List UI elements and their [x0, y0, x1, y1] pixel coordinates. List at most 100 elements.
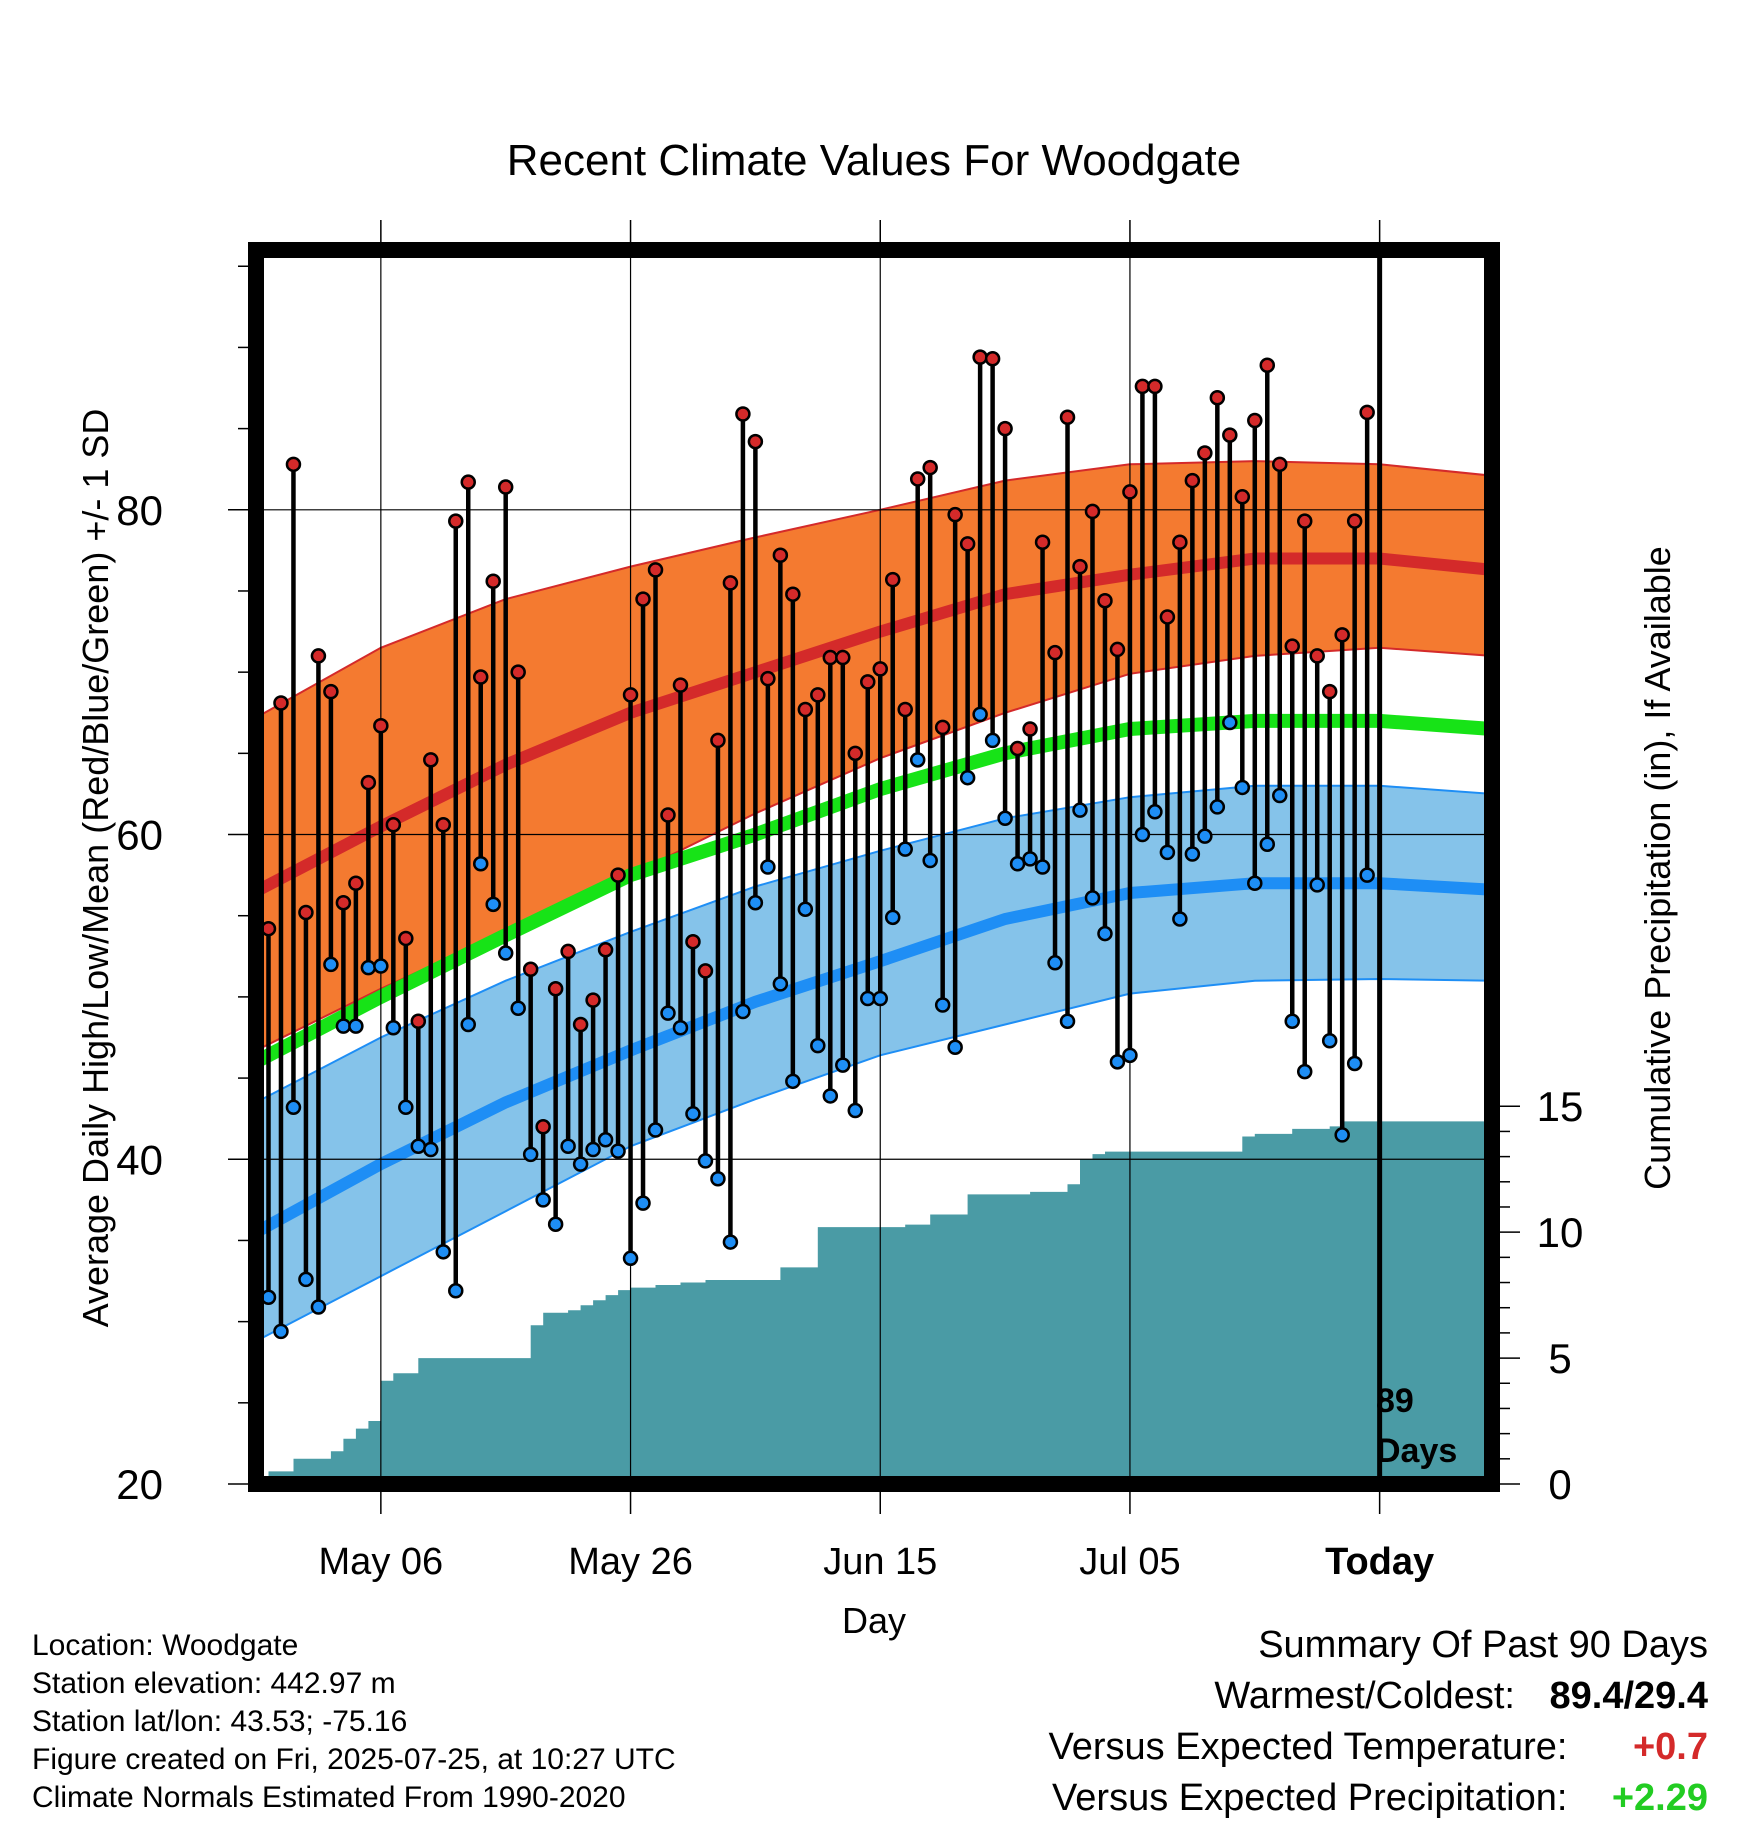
- temp-departure-row: Versus Expected Temperature: +0.7: [1049, 1722, 1708, 1773]
- today-days-unit: Days: [1376, 1432, 1457, 1470]
- daily-low-point: [323, 956, 339, 973]
- created-text: Figure created on Fri, 2025-07-25, at 10…: [32, 1743, 676, 1776]
- daily-low-point: [1047, 955, 1063, 971]
- daily-low-point: [934, 997, 951, 1013]
- daily-high-point: [860, 674, 876, 690]
- daily-low-point: [747, 894, 764, 911]
- daily-high-point: [572, 1016, 589, 1033]
- summary-panel: Summary Of Past 90 Days Warmest/Coldest:…: [1049, 1620, 1708, 1824]
- daily-high-point: [1122, 484, 1138, 500]
- x-tick-label: Jul 05: [1079, 1541, 1180, 1583]
- temp-departure-value: +0.7: [1632, 1726, 1708, 1768]
- daily-high-point: [373, 717, 389, 734]
- daily-high-point: [385, 817, 402, 833]
- x-tick-label: Jun 15: [823, 1541, 937, 1583]
- temp-departure-label: Versus Expected Temperature:: [1048, 1726, 1568, 1768]
- daily-low-point: [909, 752, 926, 768]
- daily-low-point: [1172, 911, 1188, 927]
- daily-high-point: [972, 349, 988, 365]
- daily-low-point: [1059, 1013, 1076, 1029]
- daily-low-point: [273, 1323, 289, 1340]
- daily-high-point: [722, 575, 739, 591]
- daily-low-point: [1296, 1063, 1313, 1080]
- daily-high-point: [423, 752, 439, 768]
- daily-low-point: [522, 1146, 539, 1163]
- daily-high-point: [1009, 740, 1026, 757]
- daily-low-point: [984, 732, 1001, 749]
- daily-low-point: [635, 1195, 651, 1211]
- daily-high-point: [884, 571, 901, 588]
- daily-low-point: [735, 1003, 751, 1020]
- daily-high-point: [285, 456, 302, 473]
- daily-high-point: [610, 867, 626, 883]
- plot-frame: [248, 242, 1500, 1492]
- daily-low-point: [423, 1141, 439, 1158]
- daily-high-point: [547, 981, 564, 997]
- daily-high-point: [1022, 721, 1038, 737]
- station-info: Location: Woodgate Station elevation: 44…: [32, 1627, 676, 1817]
- daily-low-point: [310, 1299, 327, 1315]
- y2-tick-label: 5: [1548, 1335, 1571, 1382]
- daily-low-point: [722, 1234, 739, 1250]
- warmest-coldest-row: Warmest/Coldest: 89.4/29.4: [1049, 1671, 1708, 1722]
- daily-high-point: [622, 687, 639, 703]
- daily-low-point: [947, 1039, 963, 1055]
- daily-low-point: [1321, 1032, 1338, 1049]
- daily-low-point: [997, 810, 1013, 827]
- daily-low-point: [1309, 877, 1325, 893]
- daily-low-point: [510, 1000, 526, 1017]
- y-tick-label: 20: [116, 1461, 163, 1508]
- daily-high-point: [535, 1119, 551, 1135]
- daily-high-point: [934, 719, 951, 736]
- daily-low-point: [1159, 844, 1176, 861]
- daily-low-point: [1009, 856, 1026, 872]
- precip-departure-row: Versus Expected Precipitation: +2.29: [1049, 1773, 1708, 1824]
- daily-low-point: [1184, 846, 1201, 862]
- x-tick-label: May 26: [568, 1541, 693, 1583]
- daily-low-point: [1247, 875, 1263, 891]
- daily-high-point: [997, 420, 1013, 437]
- daily-low-point: [610, 1143, 626, 1159]
- daily-low-point: [398, 1099, 414, 1116]
- daily-high-point: [273, 695, 289, 711]
- y-axis-label: Average Daily High/Low/Mean (Red/Blue/Gr…: [75, 409, 116, 1328]
- daily-high-point: [772, 547, 789, 564]
- daily-low-point: [872, 990, 888, 1007]
- y-tick-label: 40: [116, 1136, 163, 1183]
- daily-high-point: [597, 942, 614, 958]
- daily-high-point: [585, 992, 601, 1008]
- daily-low-point: [1109, 1054, 1126, 1070]
- daily-high-point: [635, 591, 651, 607]
- daily-high-point: [1047, 644, 1063, 661]
- daily-high-point: [1084, 503, 1101, 520]
- daily-high-point: [398, 930, 414, 947]
- daily-high-point: [897, 701, 913, 718]
- daily-high-point: [472, 669, 489, 685]
- daily-low-point: [822, 1088, 839, 1104]
- daily-low-point: [597, 1132, 614, 1148]
- daily-low-point: [410, 1138, 427, 1155]
- daily-low-point: [697, 1153, 714, 1169]
- daily-high-point: [760, 670, 776, 687]
- x-axis-label: Day: [842, 1600, 906, 1641]
- daily-high-point: [335, 894, 352, 911]
- daily-low-point: [1072, 802, 1088, 818]
- precipitation-area: [256, 1121, 1492, 1484]
- daily-low-point: [497, 945, 514, 961]
- daily-low-point: [772, 976, 789, 992]
- daily-low-point: [1197, 828, 1213, 844]
- daily-low-point: [460, 1016, 476, 1033]
- daily-high-point: [660, 807, 676, 823]
- daily-high-point: [735, 406, 751, 422]
- daily-high-point: [1359, 404, 1375, 421]
- daily-low-point: [1272, 787, 1288, 804]
- daily-low-point: [348, 1018, 364, 1034]
- daily-high-point: [1134, 378, 1151, 395]
- daily-low-point: [585, 1141, 601, 1158]
- precip-departure-value: +2.29: [1611, 1777, 1708, 1819]
- daily-low-point: [922, 852, 938, 869]
- daily-low-point: [385, 1019, 402, 1036]
- daily-low-point: [1284, 1013, 1300, 1029]
- today-days-count: 89: [1376, 1382, 1414, 1420]
